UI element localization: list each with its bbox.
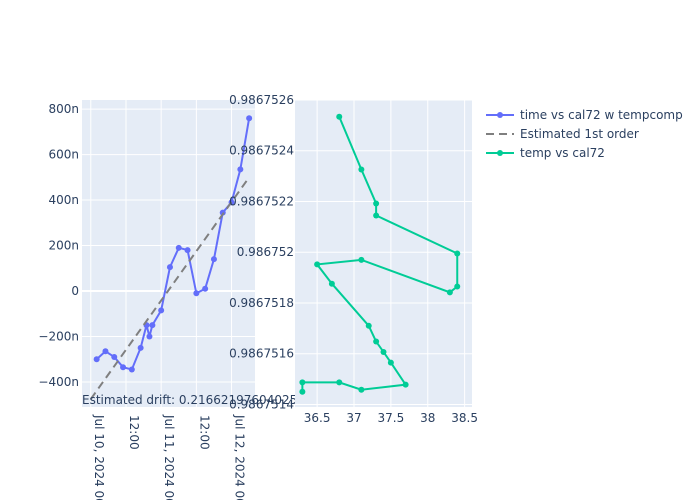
y-tick-label: 800n <box>48 102 79 116</box>
y-tick-label: 0.986752 <box>237 245 294 259</box>
legend-marker <box>497 150 503 156</box>
data-point[interactable] <box>314 261 321 268</box>
data-point[interactable] <box>93 356 100 363</box>
y-tick-label: −200n <box>38 330 79 344</box>
data-point[interactable] <box>454 283 461 290</box>
time-series-y-axis: −400n −200n 0 200n 400n 600n 800n <box>38 102 79 389</box>
data-point[interactable] <box>128 366 135 373</box>
data-point[interactable] <box>387 359 394 366</box>
y-tick-label: 0.9867522 <box>229 194 294 208</box>
data-point[interactable] <box>202 285 209 292</box>
x-tick-label: 37 <box>346 411 361 425</box>
series-time-vs-cal72 <box>93 115 253 373</box>
x-tick-label: 36.5 <box>304 411 331 425</box>
data-point[interactable] <box>299 379 306 386</box>
data-point[interactable] <box>373 200 380 207</box>
data-point[interactable] <box>336 113 343 120</box>
y-tick-label: 0.9867514 <box>229 397 294 411</box>
x-tick-label: Jul 10, 2024 00:00 <box>92 414 106 500</box>
data-point[interactable] <box>193 290 200 297</box>
y-tick-label: 400n <box>48 193 79 207</box>
temperature-plot-area <box>295 100 472 407</box>
y-tick-label: 0.9867524 <box>229 144 294 158</box>
legend-label: time vs cal72 w tempcomp <box>520 108 683 122</box>
y-tick-label: 200n <box>48 239 79 253</box>
data-point[interactable] <box>102 348 109 355</box>
series-estimated-1st-order <box>89 176 250 400</box>
data-point[interactable] <box>454 250 461 257</box>
data-point[interactable] <box>166 264 173 271</box>
y-tick-label: 600n <box>48 148 79 162</box>
x-tick-label: 38.5 <box>451 411 478 425</box>
data-point[interactable] <box>336 379 343 386</box>
data-point[interactable] <box>137 344 144 351</box>
x-tick-label: 38 <box>420 411 435 425</box>
y-tick-label: 0.9867518 <box>229 296 294 310</box>
data-point[interactable] <box>328 280 335 287</box>
data-point[interactable] <box>111 353 118 360</box>
legend-label: temp vs cal72 <box>520 146 605 160</box>
x-tick-label: 12:00 <box>127 415 141 450</box>
data-point[interactable] <box>184 247 191 254</box>
data-point[interactable] <box>365 322 372 329</box>
x-tick-label: Jul 12, 2024 00:00 <box>233 414 247 500</box>
data-point[interactable] <box>210 256 217 263</box>
data-point[interactable] <box>175 244 182 251</box>
legend-label: Estimated 1st order <box>520 127 639 141</box>
temperature-x-axis: 36.5 37 37.5 38 38.5 <box>304 411 478 425</box>
temperature-chart[interactable]: 36.5 37 37.5 38 38.5 0.98675140.98675160.986… <box>229 93 478 425</box>
data-point[interactable] <box>402 381 409 388</box>
y-tick-label: 0.9867526 <box>229 93 294 107</box>
data-point[interactable] <box>158 307 165 314</box>
data-point[interactable] <box>237 166 244 173</box>
time-series-traces <box>89 115 253 400</box>
data-point[interactable] <box>373 338 380 345</box>
legend-item[interactable]: Estimated 1st order <box>486 127 639 141</box>
data-point[interactable] <box>358 256 365 263</box>
y-tick-label: 0.9867516 <box>229 347 294 361</box>
legend-item[interactable]: temp vs cal72 <box>486 146 605 160</box>
y-tick-label: −400n <box>38 375 79 389</box>
data-point[interactable] <box>373 212 380 219</box>
data-point[interactable] <box>446 289 453 296</box>
time-series-gridlines <box>82 100 255 407</box>
data-point[interactable] <box>149 322 156 329</box>
temperature-traces <box>299 113 461 395</box>
data-point[interactable] <box>246 115 253 122</box>
series-line <box>89 176 250 400</box>
data-point[interactable] <box>120 364 127 371</box>
x-tick-label: 37.5 <box>378 411 405 425</box>
x-tick-label: Jul 11, 2024 00:00 <box>162 414 176 500</box>
data-point[interactable] <box>358 386 365 393</box>
data-point[interactable] <box>146 333 153 340</box>
series-temp-vs-cal72 <box>299 113 461 395</box>
legend-item[interactable]: time vs cal72 w tempcomp <box>486 108 683 122</box>
x-tick-label: 12:00 <box>197 415 211 450</box>
time-series-x-axis: Jul 10, 2024 00:00 12:00 Jul 11, 2024 00:0… <box>92 414 247 500</box>
legend-marker <box>497 112 503 118</box>
y-tick-label: 0 <box>71 284 79 298</box>
legend[interactable]: time vs cal72 w tempcomp Estimated 1st or… <box>486 108 683 160</box>
temperature-y-axis: 0.9867514 0.9867516 0.9867518 0.986752 0.986… <box>229 93 294 411</box>
data-point[interactable] <box>380 348 387 355</box>
data-point[interactable] <box>299 388 306 395</box>
data-point[interactable] <box>358 166 365 173</box>
time-series-chart[interactable]: −400n −200n 0 200n 400n 600n 800n Jul 10, 2024… <box>38 100 373 500</box>
